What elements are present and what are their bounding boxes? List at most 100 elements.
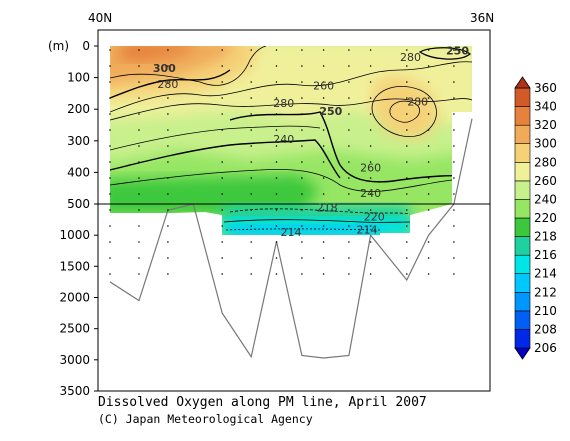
station-dot [369, 129, 372, 131]
station-dot [369, 193, 372, 195]
contour-line [418, 47, 471, 60]
station-dot [406, 193, 408, 195]
colorbar-label: 300 [534, 137, 557, 151]
station-dot [406, 209, 408, 211]
station-dot [322, 225, 325, 227]
station-dot [301, 145, 303, 147]
station-dot [221, 129, 223, 131]
station-dot [275, 49, 278, 51]
station-markers [109, 49, 455, 275]
station-dot [427, 129, 430, 131]
station-dot [138, 273, 140, 275]
station-dot [167, 209, 169, 211]
colorbar-label: 260 [534, 174, 557, 188]
station-dot [453, 273, 455, 275]
station-dot [221, 65, 223, 67]
station-dot [348, 177, 350, 179]
station-dot [138, 145, 140, 147]
colorbar: 206 208 210 212 214 216 218 220 240 260 280 300 320 3… [514, 76, 557, 360]
y-tick-label: 2500 [59, 322, 90, 336]
station-dot [369, 257, 372, 259]
y-tick-label: 2000 [59, 291, 90, 305]
station-dot [138, 65, 140, 67]
station-dot [322, 209, 325, 211]
colorbar-label: 220 [534, 211, 557, 225]
station-dot [275, 177, 278, 179]
station-dot [322, 145, 325, 147]
y-tick-label: 100 [67, 71, 90, 85]
station-dot [322, 177, 325, 179]
colorbar-label: 208 [534, 322, 557, 336]
station-dot [109, 177, 111, 179]
station-dot [138, 209, 140, 211]
station-dot [301, 81, 303, 83]
station-dot [453, 177, 455, 179]
station-dot [301, 257, 303, 259]
station-dot [369, 97, 372, 99]
station-dot [250, 81, 252, 83]
station-dot [221, 49, 223, 51]
station-dot [301, 161, 303, 163]
station-dot [427, 209, 430, 211]
contour-line [110, 46, 267, 86]
colorbar-label: 360 [534, 81, 557, 95]
station-dot [348, 193, 350, 195]
station-dot [167, 65, 169, 67]
station-dot [322, 241, 325, 243]
station-dot [167, 97, 169, 99]
station-dot [301, 241, 303, 243]
contour-label: 240 [273, 133, 294, 146]
station-dot [221, 161, 223, 163]
station-dot [167, 81, 169, 83]
station-dot [275, 273, 278, 275]
station-dot [348, 81, 350, 83]
station-dot [167, 273, 169, 275]
station-dot [369, 49, 372, 51]
colorbar-label: 212 [534, 285, 557, 299]
station-dot [427, 81, 430, 83]
station-dot [348, 145, 350, 147]
station-dot [221, 257, 223, 259]
station-dot [275, 193, 278, 195]
station-dot [453, 193, 455, 195]
contour-line [225, 228, 381, 231]
station-dot [138, 257, 140, 259]
station-dot [322, 97, 325, 99]
contour-label: 220 [364, 211, 385, 224]
colorbar-box [514, 254, 531, 275]
station-dot [109, 161, 111, 163]
contour-line [223, 219, 411, 223]
station-dot [348, 97, 350, 99]
station-dot [369, 161, 372, 163]
station-dot [109, 81, 111, 83]
station-dot [138, 225, 140, 227]
station-dot [250, 209, 252, 211]
station-dot [322, 113, 325, 115]
station-dot [453, 81, 455, 83]
contour-label: 214 [357, 224, 378, 237]
contour-line [110, 98, 472, 121]
contour-lines [110, 46, 472, 231]
station-dot [369, 241, 372, 243]
station-dot [453, 129, 455, 131]
station-dot [250, 129, 252, 131]
station-dot [453, 97, 455, 99]
station-dot [427, 225, 430, 227]
station-dot [109, 225, 111, 227]
station-dot [348, 65, 350, 67]
station-dot [453, 113, 455, 115]
station-dot [406, 177, 408, 179]
colorbar-box [514, 329, 531, 349]
station-dot [348, 273, 350, 275]
y-tick-label: 3000 [59, 353, 90, 367]
contour-label: 280 [273, 97, 294, 110]
field-region [230, 225, 380, 235]
colorbar-label: 206 [534, 341, 557, 355]
y-tick-label: 200 [67, 102, 90, 116]
colorbar-label: 240 [534, 192, 557, 206]
station-dot [322, 273, 325, 275]
station-dot [406, 161, 408, 163]
station-dot [109, 241, 111, 243]
station-dot [138, 81, 140, 83]
